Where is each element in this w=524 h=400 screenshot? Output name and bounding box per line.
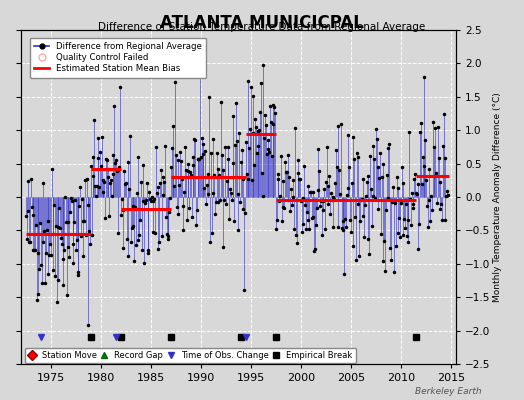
Text: Difference of Station Temperature Data from Regional Average: Difference of Station Temperature Data f… (99, 22, 425, 32)
Text: ATLANTA MUNICICPAL: ATLANTA MUNICICPAL (160, 14, 364, 32)
Legend: Station Move, Record Gap, Time of Obs. Change, Empirical Break: Station Move, Record Gap, Time of Obs. C… (25, 348, 356, 363)
Y-axis label: Monthly Temperature Anomaly Difference (°C): Monthly Temperature Anomaly Difference (… (493, 92, 502, 302)
Text: Berkeley Earth: Berkeley Earth (416, 387, 482, 396)
